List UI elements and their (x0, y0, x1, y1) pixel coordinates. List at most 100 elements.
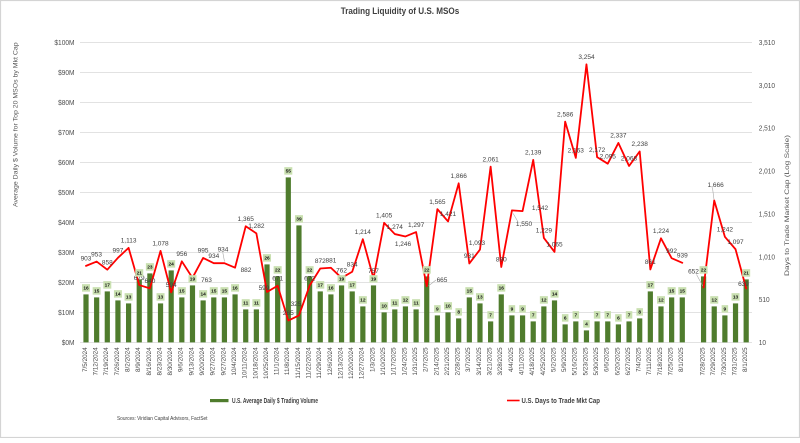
svg-text:9/20/2024: 9/20/2024 (199, 347, 206, 376)
svg-text:9: 9 (724, 307, 727, 313)
svg-text:16: 16 (328, 286, 334, 292)
svg-text:9/6/2024: 9/6/2024 (178, 347, 185, 372)
svg-text:22: 22 (275, 268, 281, 274)
svg-text:14: 14 (200, 292, 206, 298)
svg-text:3/7/2025: 3/7/2025 (465, 347, 472, 372)
svg-text:1,113: 1,113 (121, 238, 137, 245)
svg-text:15: 15 (669, 289, 675, 295)
svg-text:3,010: 3,010 (759, 81, 775, 90)
svg-text:1,565: 1,565 (429, 199, 446, 206)
svg-text:5/2/2025: 5/2/2025 (550, 347, 557, 372)
svg-text:599: 599 (259, 285, 270, 292)
svg-text:7: 7 (489, 313, 492, 319)
svg-text:2,163: 2,163 (568, 148, 585, 155)
svg-text:6: 6 (617, 316, 620, 322)
svg-text:14: 14 (552, 292, 558, 298)
svg-text:9: 9 (511, 307, 514, 313)
svg-text:1,666: 1,666 (707, 182, 724, 189)
svg-text:$50M: $50M (58, 188, 74, 197)
svg-text:12/27/2024: 12/27/2024 (359, 347, 366, 379)
svg-text:12: 12 (541, 298, 547, 304)
svg-text:15: 15 (222, 289, 228, 295)
svg-text:11/15/2024: 11/15/2024 (295, 347, 302, 379)
svg-text:1,010: 1,010 (759, 252, 775, 261)
svg-text:11/29/2024: 11/29/2024 (316, 347, 323, 379)
svg-text:594: 594 (166, 282, 177, 289)
svg-text:2,095: 2,095 (600, 153, 617, 160)
svg-text:325: 325 (291, 301, 302, 308)
svg-text:21: 21 (744, 271, 750, 277)
svg-text:6/20/2025: 6/20/2025 (614, 347, 621, 376)
svg-text:$80M: $80M (58, 98, 74, 107)
svg-text:11/8/2024: 11/8/2024 (284, 347, 291, 375)
svg-text:U.S. Average Daily $ Trading V: U.S. Average Daily $ Trading Volume (232, 398, 318, 405)
svg-text:11/1/2024: 11/1/2024 (274, 347, 281, 375)
svg-text:7/25/2025: 7/25/2025 (668, 347, 675, 376)
svg-text:$60M: $60M (58, 158, 74, 167)
svg-text:995: 995 (198, 248, 209, 255)
svg-text:9: 9 (521, 307, 524, 313)
svg-text:7/30/2025: 7/30/2025 (721, 347, 728, 376)
svg-text:1,282: 1,282 (248, 223, 265, 230)
svg-text:7/5/2024: 7/5/2024 (82, 347, 89, 372)
svg-text:10/25/2024: 10/25/2024 (263, 347, 270, 379)
svg-text:7/4/2025: 7/4/2025 (636, 347, 643, 372)
svg-text:22: 22 (701, 268, 707, 274)
svg-text:4: 4 (585, 322, 588, 328)
svg-text:1,097: 1,097 (727, 239, 744, 246)
svg-text:17: 17 (318, 283, 324, 289)
svg-text:10/11/2024: 10/11/2024 (242, 347, 249, 379)
svg-text:881: 881 (325, 257, 336, 264)
svg-text:15: 15 (467, 289, 473, 295)
svg-text:1,229: 1,229 (536, 228, 553, 235)
svg-text:5/23/2025: 5/23/2025 (582, 347, 589, 376)
svg-text:2,238: 2,238 (632, 141, 649, 148)
svg-text:10/4/2024: 10/4/2024 (231, 347, 238, 376)
svg-text:4/18/2025: 4/18/2025 (529, 347, 536, 376)
svg-text:2/14/2025: 2/14/2025 (433, 347, 440, 376)
svg-text:934: 934 (218, 246, 229, 253)
svg-text:13: 13 (126, 295, 132, 301)
svg-text:12: 12 (658, 298, 664, 304)
svg-text:7: 7 (596, 313, 599, 319)
svg-text:$70M: $70M (58, 128, 74, 137)
svg-text:8/30/2024: 8/30/2024 (167, 347, 174, 376)
svg-text:2,061: 2,061 (482, 156, 499, 163)
svg-text:7/12/2024: 7/12/2024 (93, 347, 100, 376)
svg-text:17: 17 (350, 283, 356, 289)
svg-text:7/28/2025: 7/28/2025 (700, 347, 707, 376)
svg-text:12: 12 (403, 298, 409, 304)
svg-text:4/11/2025: 4/11/2025 (519, 347, 526, 375)
svg-text:8/9/2024: 8/9/2024 (135, 347, 142, 372)
svg-text:11: 11 (254, 301, 259, 307)
svg-text:Average Daily $ Volume for Top: Average Daily $ Volume for Top 20 MSOs b… (13, 42, 20, 207)
svg-text:$0M: $0M (62, 338, 75, 347)
svg-text:6/6/2025: 6/6/2025 (604, 347, 611, 372)
svg-text:882: 882 (241, 267, 252, 274)
svg-text:$30M: $30M (58, 248, 74, 257)
svg-text:12/13/2024: 12/13/2024 (338, 347, 345, 379)
svg-text:9: 9 (436, 307, 439, 313)
svg-text:8/1/2025: 8/1/2025 (678, 347, 685, 372)
svg-text:8/23/2024: 8/23/2024 (156, 347, 163, 376)
svg-text:7: 7 (532, 313, 535, 319)
svg-text:7/29/2025: 7/29/2025 (710, 347, 717, 376)
svg-text:640: 640 (144, 278, 155, 285)
svg-text:$20M: $20M (58, 278, 74, 287)
svg-text:3,254: 3,254 (578, 54, 595, 61)
svg-text:Days to Trade Market Cap (Log: Days to Trade Market Cap (Log Scale) (784, 135, 791, 276)
svg-text:1,405: 1,405 (376, 213, 393, 220)
svg-text:992: 992 (666, 248, 677, 255)
svg-text:1,224: 1,224 (653, 228, 670, 235)
svg-text:26: 26 (264, 256, 270, 262)
svg-text:510: 510 (759, 295, 770, 304)
svg-text:2/21/2025: 2/21/2025 (444, 347, 451, 376)
svg-text:24: 24 (169, 262, 175, 268)
svg-text:1,242: 1,242 (717, 227, 734, 234)
svg-text:22: 22 (424, 268, 430, 274)
svg-text:10/18/2024: 10/18/2024 (252, 347, 259, 379)
svg-text:9/27/2024: 9/27/2024 (210, 347, 217, 376)
svg-text:2,010: 2,010 (759, 167, 775, 176)
svg-text:$40M: $40M (58, 218, 74, 227)
svg-text:10: 10 (445, 304, 451, 310)
